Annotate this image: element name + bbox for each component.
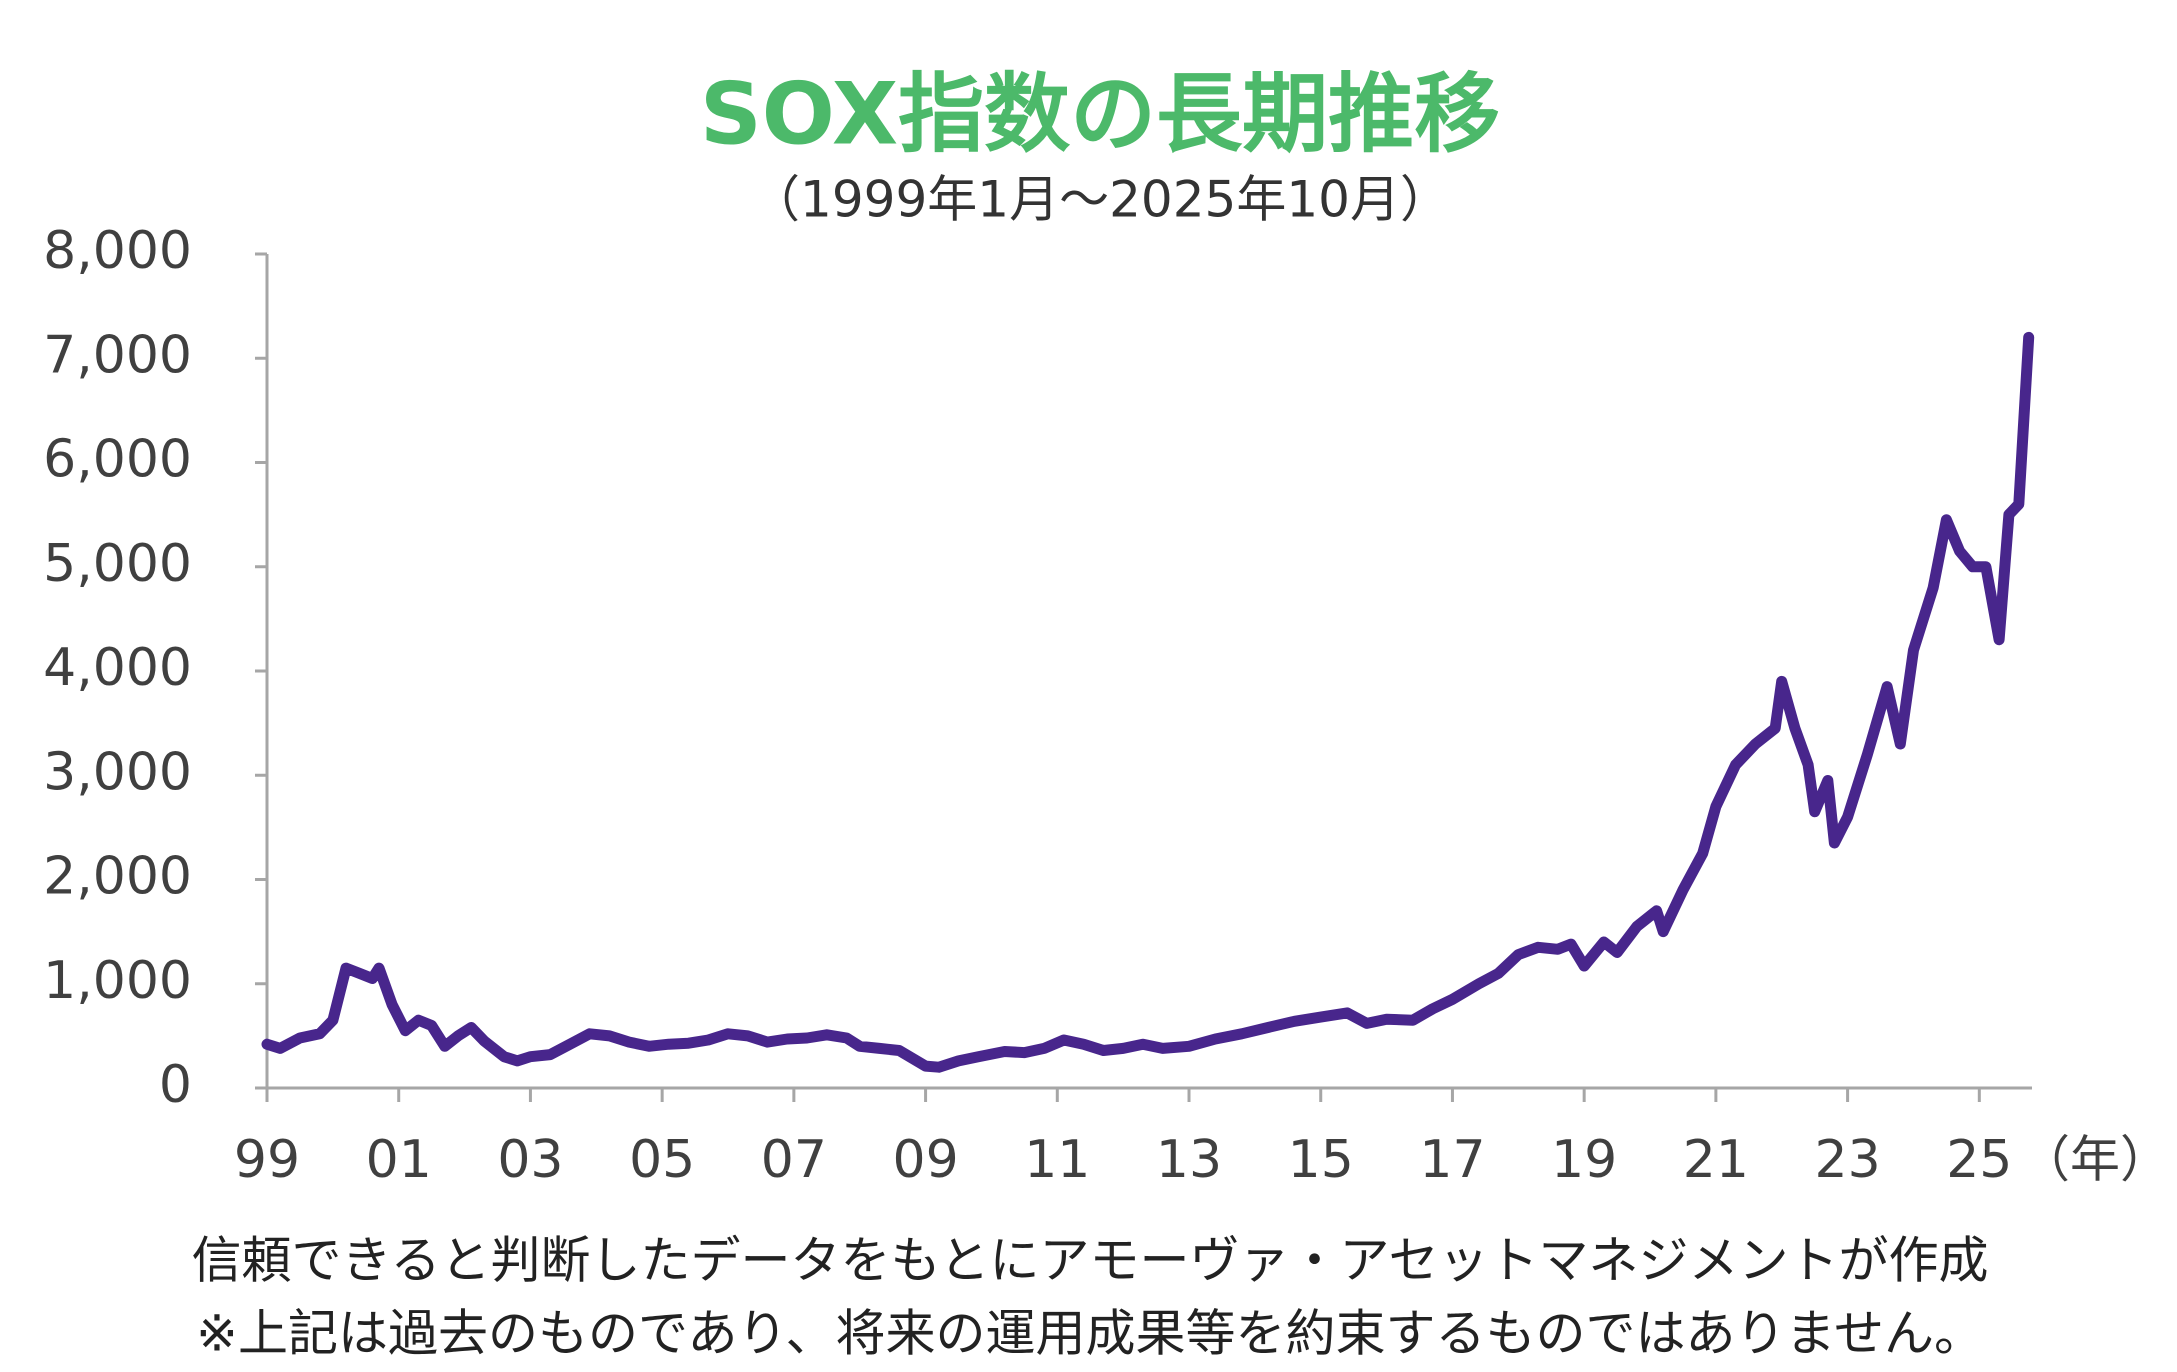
y-tick-label: 6,000 [43, 430, 192, 490]
x-tick-label: 03 [497, 1130, 563, 1190]
x-tick-label: 09 [892, 1130, 958, 1190]
y-tick-label: 8,000 [43, 221, 192, 281]
note: ※上記は過去のものであり、将来の運用成果等を約束するものではありません。 [196, 1305, 1984, 1363]
x-tick-label: 25 [1946, 1130, 2012, 1190]
x-tick-label: 99 [234, 1130, 300, 1190]
note: 信頼できると判断したデータをもとにアモーヴァ・アセットマネジメントが作成 [192, 1232, 1989, 1290]
y-tick-label: 3,000 [43, 742, 192, 802]
y-tick-label: 5,000 [43, 534, 192, 594]
x-tick-label: 01 [366, 1130, 432, 1190]
x-tick-label: 23 [1815, 1130, 1881, 1190]
y-tick-label: 0 [159, 1055, 192, 1115]
x-tick-label: 15 [1288, 1130, 1354, 1190]
x-tick-label: 11 [1024, 1130, 1090, 1190]
y-tick-label: 7,000 [43, 325, 192, 385]
x-tick-label: 13 [1156, 1130, 1222, 1190]
x-tick-label: 21 [1683, 1130, 1749, 1190]
chart-title: SOX指数の長期推移 [700, 64, 1500, 164]
chart-subtitle: （1999年1月～2025年10月） [750, 171, 1450, 229]
x-tick-label: 05 [629, 1130, 695, 1190]
x-tick-label: 07 [761, 1130, 827, 1190]
y-tick-label: 2,000 [43, 847, 192, 907]
data-line [261, 331, 2035, 1073]
y-tick-label: 4,000 [43, 638, 192, 698]
x-tick-label: 17 [1419, 1130, 1485, 1190]
x-axis-label: （年） [2020, 1131, 2170, 1189]
y-tick-label: 1,000 [43, 951, 192, 1011]
x-tick-label: 19 [1551, 1130, 1617, 1190]
